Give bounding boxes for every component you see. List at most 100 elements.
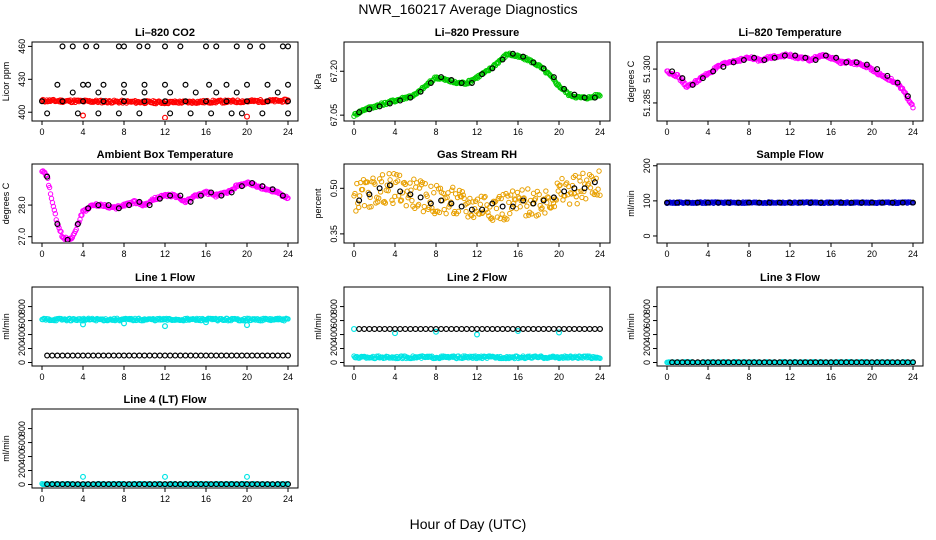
data-point [187, 110, 194, 117]
data-point [420, 208, 427, 215]
y-axis-label: ml/min [626, 313, 636, 340]
data-point [745, 199, 752, 206]
data-point [177, 192, 184, 199]
data-point [377, 189, 384, 195]
x-tick-label: 20 [242, 127, 252, 137]
y-tick-label: 0 [642, 360, 652, 365]
data-point [536, 191, 542, 198]
x-tick-label: 24 [283, 127, 293, 137]
data-point [436, 209, 443, 216]
data-point [44, 173, 51, 180]
data-point [351, 325, 358, 332]
data-point [543, 188, 549, 194]
plot-frame [31, 41, 299, 122]
data-point [596, 325, 603, 332]
data-point [889, 199, 896, 206]
data-point [514, 328, 521, 335]
data-point [208, 352, 215, 359]
data-point [203, 43, 210, 50]
data-point [386, 100, 393, 107]
data-point [514, 189, 521, 196]
data-point [591, 94, 598, 101]
data-layer [351, 325, 603, 362]
data-point [192, 89, 199, 96]
panel-1: Li–820 CO2 Licor ppm 0 4 8 12 16 20 24 400 430 460 [1, 27, 299, 137]
x-tick-label: 0 [39, 372, 44, 382]
data-point [49, 352, 56, 359]
x-tick-label: 0 [664, 372, 669, 382]
data-point [385, 187, 391, 194]
data-point [285, 316, 291, 322]
data-point [524, 56, 530, 63]
data-point [412, 325, 419, 332]
data-point [792, 52, 799, 59]
data-point [58, 228, 64, 235]
data-point [555, 188, 561, 194]
data-point [366, 191, 373, 198]
data-point [376, 185, 383, 192]
data-point [244, 113, 251, 120]
data-point [197, 352, 204, 359]
data-point [182, 81, 189, 88]
data-point [725, 199, 732, 206]
data-point [141, 89, 148, 96]
y-tick-label: 400 [17, 105, 27, 120]
x-tick-label: 8 [746, 372, 751, 382]
data-point [105, 352, 112, 359]
data-point [467, 195, 473, 202]
x-tick-label: 16 [201, 494, 211, 504]
data-point [470, 199, 476, 205]
data-point [884, 72, 891, 79]
x-tick-label: 0 [351, 249, 356, 259]
y-tick-label: 27.0 [17, 228, 27, 246]
data-point [500, 191, 506, 198]
data-point [450, 184, 456, 191]
data-point [223, 81, 230, 88]
data-point [51, 207, 58, 213]
data-point [356, 204, 362, 211]
data-point [95, 110, 102, 117]
data-point [367, 194, 373, 201]
data-point [285, 110, 292, 117]
data-point [550, 200, 557, 206]
data-point [244, 81, 251, 88]
data-point [591, 191, 598, 198]
data-point [566, 201, 573, 207]
data-layer [39, 473, 291, 487]
data-point [485, 209, 491, 216]
data-point [756, 199, 763, 206]
x-tick-label: 4 [705, 372, 710, 382]
y-tick-label: 200 [642, 341, 652, 356]
data-point [575, 189, 581, 195]
data-point [386, 325, 393, 332]
data-point [115, 110, 122, 117]
data-point [167, 89, 174, 96]
data-point [526, 212, 532, 218]
data-point [566, 325, 573, 332]
data-point [162, 352, 169, 359]
data-point [274, 89, 281, 96]
data-point [550, 194, 557, 201]
data-point [397, 198, 404, 204]
data-point [249, 179, 256, 186]
data-point [704, 199, 711, 206]
x-tick-label: 4 [392, 372, 397, 382]
y-tick-label: 100 [642, 193, 652, 208]
data-point [274, 352, 281, 359]
x-tick-label: 0 [39, 249, 44, 259]
data-point [470, 214, 477, 221]
data-point [468, 79, 475, 86]
data-point [115, 43, 122, 50]
data-point [489, 65, 496, 72]
data-point [127, 317, 134, 323]
y-axis-label: ml/min [313, 313, 323, 340]
plot-frame [31, 163, 299, 244]
data-point [458, 325, 465, 332]
plot-frame [656, 286, 924, 367]
data-point [458, 79, 465, 86]
x-tick-label: 4 [80, 127, 85, 137]
x-tick-label: 12 [472, 372, 482, 382]
data-point [453, 325, 460, 332]
panel-title: Li–820 CO2 [135, 27, 195, 39]
data-point [192, 352, 199, 359]
